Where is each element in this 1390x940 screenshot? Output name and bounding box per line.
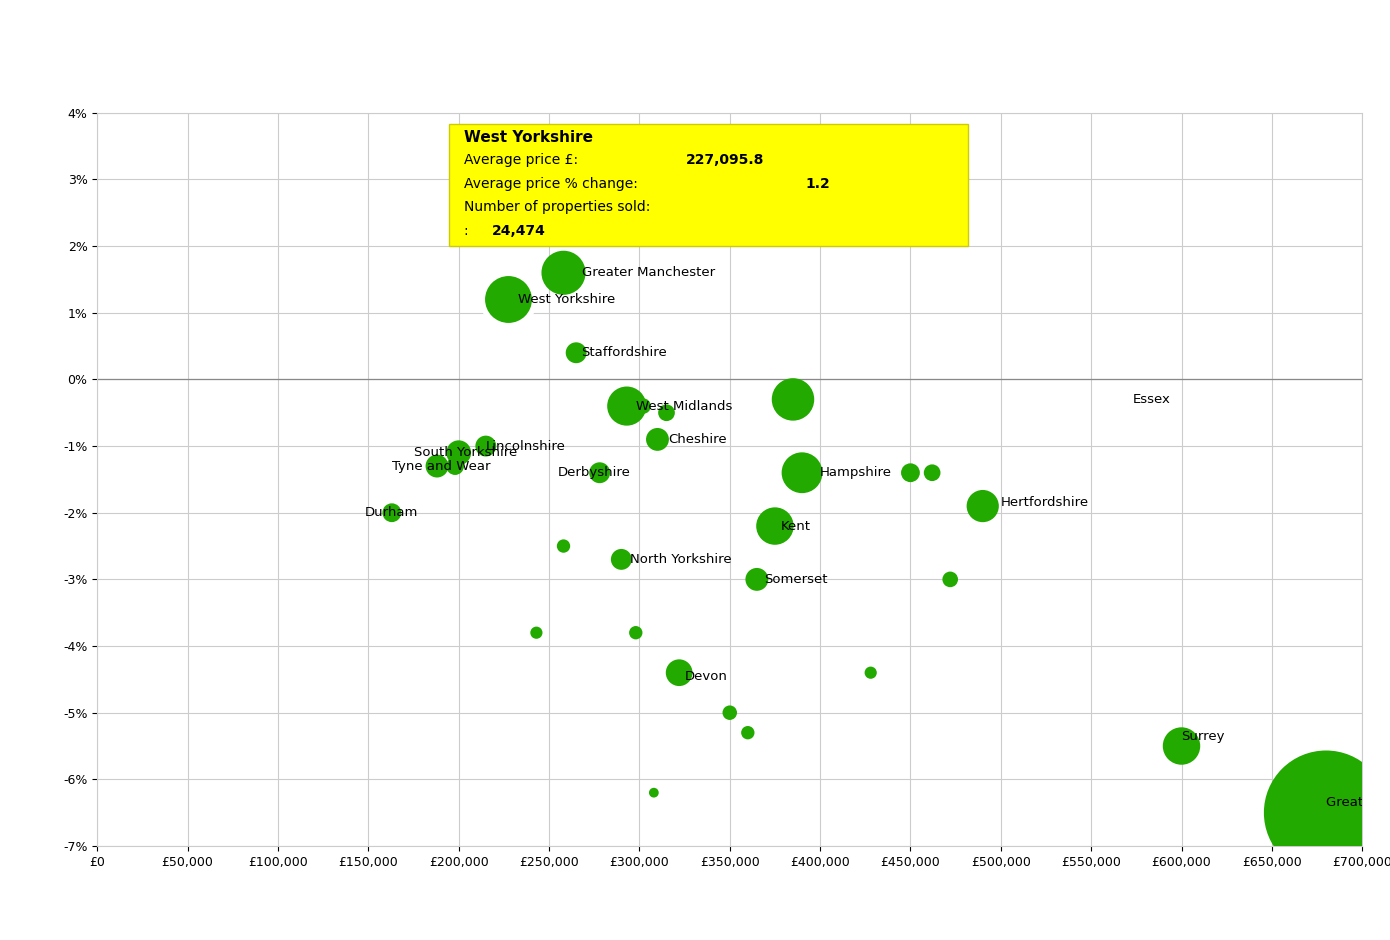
Point bbox=[745, 572, 767, 587]
Point bbox=[783, 392, 805, 407]
Point bbox=[642, 785, 664, 800]
Text: Cheshire: Cheshire bbox=[669, 433, 727, 446]
Text: Greater Manchester: Greater Manchester bbox=[581, 266, 714, 279]
Text: Somerset: Somerset bbox=[765, 572, 827, 586]
Point bbox=[656, 405, 678, 420]
Text: Hampshire: Hampshire bbox=[820, 466, 892, 479]
Text: 24,474: 24,474 bbox=[492, 224, 546, 238]
Point bbox=[791, 465, 813, 480]
Text: Kent: Kent bbox=[780, 520, 810, 533]
Point bbox=[646, 431, 669, 446]
Text: Hertfordshire: Hertfordshire bbox=[1001, 496, 1088, 509]
Point bbox=[588, 465, 610, 480]
Point bbox=[632, 399, 655, 414]
Point bbox=[940, 572, 962, 587]
Text: Devon: Devon bbox=[685, 669, 727, 682]
Text: 227,095.8: 227,095.8 bbox=[685, 153, 764, 167]
Point bbox=[381, 505, 403, 520]
Point bbox=[737, 725, 759, 740]
Text: Durham: Durham bbox=[364, 507, 418, 519]
Point bbox=[566, 345, 588, 360]
Text: Staffordshire: Staffordshire bbox=[581, 346, 667, 359]
Point bbox=[899, 465, 922, 480]
Text: Lincolnshire: Lincolnshire bbox=[486, 440, 566, 452]
FancyBboxPatch shape bbox=[449, 124, 967, 246]
Text: Essex: Essex bbox=[1133, 393, 1170, 406]
Point bbox=[719, 705, 741, 720]
Point bbox=[1170, 739, 1193, 754]
Text: West Midlands: West Midlands bbox=[635, 400, 733, 413]
Point bbox=[1315, 806, 1337, 821]
Point bbox=[552, 539, 574, 554]
Point bbox=[443, 459, 466, 474]
Text: North Yorkshire: North Yorkshire bbox=[631, 553, 733, 566]
Point bbox=[425, 459, 448, 474]
Point bbox=[616, 399, 638, 414]
Text: Average price £:: Average price £: bbox=[464, 153, 582, 167]
Text: Greater London: Greater London bbox=[1326, 796, 1390, 809]
Point bbox=[859, 666, 881, 681]
Point bbox=[922, 465, 944, 480]
Point bbox=[745, 572, 767, 587]
Point bbox=[475, 439, 498, 454]
Text: 1.2: 1.2 bbox=[806, 177, 830, 191]
Point bbox=[496, 292, 518, 307]
Text: South Yorkshire: South Yorkshire bbox=[414, 446, 517, 460]
Point bbox=[755, 146, 777, 161]
Point bbox=[972, 498, 994, 513]
Point bbox=[525, 625, 548, 640]
Text: Average price % change:: Average price % change: bbox=[464, 177, 642, 191]
Point bbox=[448, 446, 470, 461]
Text: West Yorkshire: West Yorkshire bbox=[518, 293, 616, 306]
Text: :: : bbox=[464, 224, 473, 238]
Point bbox=[669, 666, 691, 681]
Point bbox=[496, 292, 518, 307]
Text: Derbyshire: Derbyshire bbox=[559, 466, 631, 479]
Text: Surrey: Surrey bbox=[1182, 729, 1225, 743]
Text: Number of properties sold:: Number of properties sold: bbox=[464, 200, 651, 214]
Point bbox=[610, 552, 632, 567]
Text: Tyne and Wear: Tyne and Wear bbox=[392, 460, 491, 473]
Text: West Yorkshire: West Yorkshire bbox=[464, 130, 594, 145]
Point bbox=[765, 519, 787, 534]
Point bbox=[552, 265, 574, 280]
Point bbox=[624, 625, 646, 640]
